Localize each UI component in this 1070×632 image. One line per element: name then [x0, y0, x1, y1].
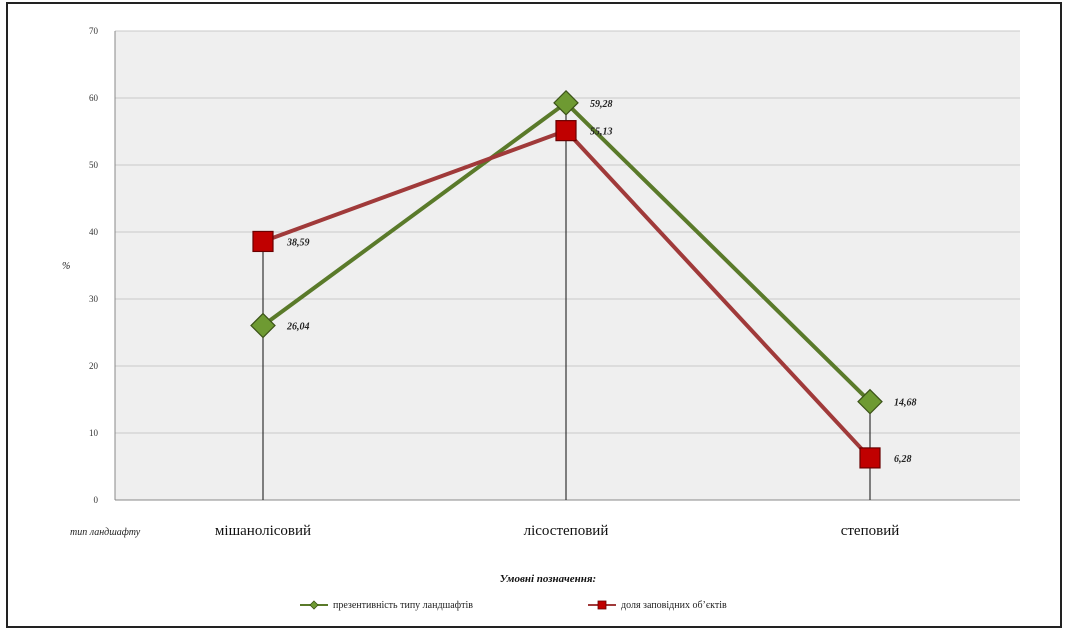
y-tick-label: 10	[89, 428, 99, 438]
category-label: мішанолісовий	[215, 523, 311, 539]
x-axis-label: тип ландшафту	[70, 527, 141, 538]
y-tick-label: 40	[89, 227, 99, 237]
data-label: 55,13	[590, 127, 613, 138]
diamond-marker	[857, 388, 883, 415]
y-axis-label: %	[62, 261, 70, 272]
square-marker	[859, 447, 881, 469]
y-axis-ticks: 0 10 20 30 40 50 60 70	[89, 26, 99, 505]
y-tick-label: 60	[89, 93, 99, 103]
legend-square-icon	[597, 600, 607, 610]
legend: презентивність типу ландшафтів доля запов…	[300, 600, 727, 611]
y-tick-label: 0	[94, 495, 99, 505]
data-labels: 26,04 59,28 14,68 38,59 55,13 6,28	[286, 99, 917, 465]
x-axis-categories: мішанолісовий лісостеповий степовий	[215, 523, 899, 539]
data-label: 14,68	[894, 398, 917, 409]
square-marker	[555, 120, 577, 142]
legend-label: доля заповідних об’єктів	[621, 600, 727, 611]
y-tick-label: 50	[89, 160, 99, 170]
data-label: 6,28	[894, 454, 912, 465]
y-tick-label: 70	[89, 26, 99, 36]
legend-diamond-icon	[309, 600, 319, 610]
legend-title: Умовні позначення:	[500, 573, 596, 585]
data-label: 59,28	[590, 99, 613, 110]
square-marker	[252, 230, 274, 253]
y-tick-label: 20	[89, 361, 99, 371]
legend-label: презентивність типу ландшафтів	[333, 600, 473, 611]
y-tick-label: 30	[89, 294, 99, 304]
data-label: 38,59	[286, 237, 310, 248]
diamond-marker	[553, 89, 579, 116]
category-label: лісостеповий	[524, 523, 609, 539]
data-markers	[250, 89, 883, 469]
diamond-marker	[250, 312, 276, 339]
data-label: 26,04	[286, 322, 310, 333]
category-label: степовий	[841, 523, 900, 539]
